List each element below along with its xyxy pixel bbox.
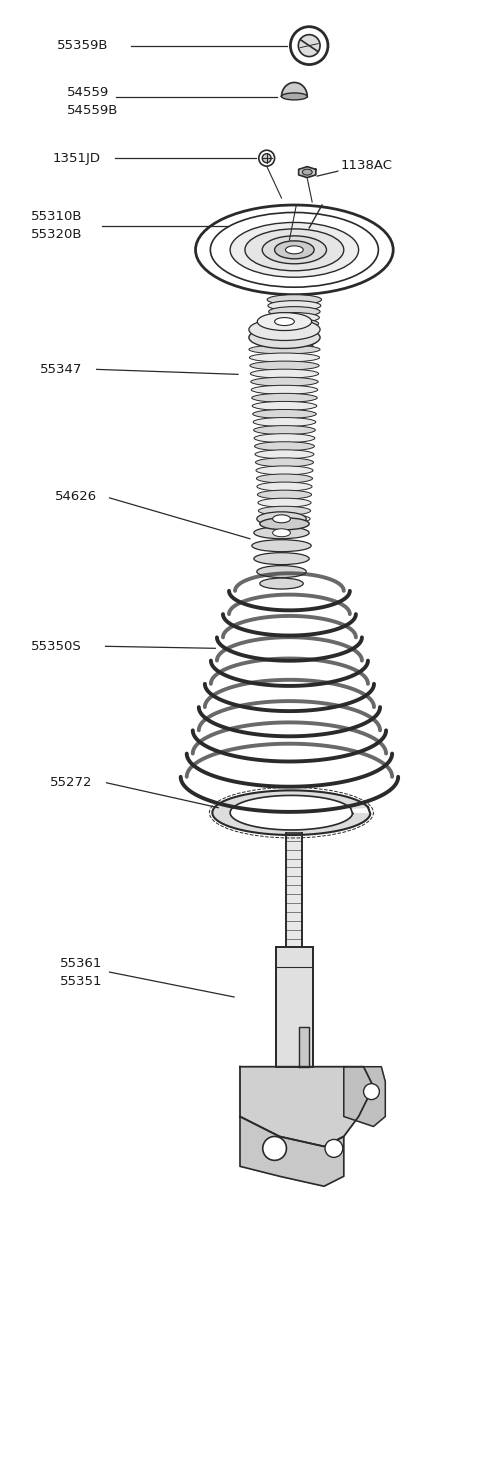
Text: 55350S: 55350S xyxy=(30,640,81,653)
Ellipse shape xyxy=(249,346,320,354)
Ellipse shape xyxy=(286,246,303,254)
Bar xyxy=(287,833,302,948)
Ellipse shape xyxy=(258,506,311,515)
Ellipse shape xyxy=(257,566,306,577)
Text: 55359B: 55359B xyxy=(57,39,108,52)
Ellipse shape xyxy=(250,353,320,362)
Ellipse shape xyxy=(272,331,317,341)
Ellipse shape xyxy=(245,229,344,271)
Text: 55272: 55272 xyxy=(50,776,93,789)
Ellipse shape xyxy=(256,474,312,483)
Ellipse shape xyxy=(260,518,309,529)
Ellipse shape xyxy=(262,236,326,264)
Ellipse shape xyxy=(269,306,320,316)
Polygon shape xyxy=(299,166,316,178)
Ellipse shape xyxy=(258,499,311,507)
Ellipse shape xyxy=(260,577,303,589)
Text: 55347: 55347 xyxy=(40,363,83,376)
Text: 55361: 55361 xyxy=(60,956,103,970)
Ellipse shape xyxy=(210,213,378,287)
Polygon shape xyxy=(240,1067,373,1146)
Ellipse shape xyxy=(255,451,314,459)
Circle shape xyxy=(325,1140,343,1158)
Ellipse shape xyxy=(195,206,393,295)
Ellipse shape xyxy=(252,410,316,418)
Ellipse shape xyxy=(259,515,310,523)
Ellipse shape xyxy=(259,150,275,166)
Text: 1138AC: 1138AC xyxy=(341,159,393,172)
Ellipse shape xyxy=(257,512,306,526)
Ellipse shape xyxy=(249,318,320,341)
Polygon shape xyxy=(300,1026,309,1067)
Text: 55351: 55351 xyxy=(60,974,103,987)
Text: 55320B: 55320B xyxy=(30,229,82,242)
Polygon shape xyxy=(240,1117,344,1187)
Circle shape xyxy=(263,1136,287,1161)
Polygon shape xyxy=(344,1067,385,1127)
Ellipse shape xyxy=(249,327,320,348)
Ellipse shape xyxy=(272,337,316,347)
Ellipse shape xyxy=(302,169,312,175)
Ellipse shape xyxy=(252,394,317,402)
Text: 55310B: 55310B xyxy=(30,210,82,223)
Ellipse shape xyxy=(255,458,313,467)
Ellipse shape xyxy=(281,93,307,101)
Ellipse shape xyxy=(273,529,290,537)
Ellipse shape xyxy=(254,442,314,451)
Ellipse shape xyxy=(275,241,314,260)
Ellipse shape xyxy=(254,553,309,564)
Ellipse shape xyxy=(254,433,315,443)
Ellipse shape xyxy=(254,526,309,538)
Ellipse shape xyxy=(252,401,317,410)
Ellipse shape xyxy=(250,362,319,370)
Circle shape xyxy=(363,1083,379,1099)
Ellipse shape xyxy=(252,539,311,551)
Ellipse shape xyxy=(250,369,319,378)
Ellipse shape xyxy=(257,312,312,331)
Text: 54559B: 54559B xyxy=(67,104,119,117)
Ellipse shape xyxy=(230,223,359,277)
Bar xyxy=(276,948,313,1067)
Ellipse shape xyxy=(275,318,294,325)
Polygon shape xyxy=(212,790,371,835)
Text: 1351JD: 1351JD xyxy=(52,152,100,165)
Text: 54559: 54559 xyxy=(67,86,109,99)
Ellipse shape xyxy=(253,417,316,427)
Ellipse shape xyxy=(298,35,320,57)
Ellipse shape xyxy=(271,325,318,334)
Ellipse shape xyxy=(257,490,312,499)
Ellipse shape xyxy=(251,385,318,394)
Ellipse shape xyxy=(267,295,322,305)
Text: 54626: 54626 xyxy=(55,490,97,503)
Ellipse shape xyxy=(290,26,328,64)
Ellipse shape xyxy=(262,153,271,163)
Ellipse shape xyxy=(269,312,319,322)
Ellipse shape xyxy=(256,467,313,475)
Ellipse shape xyxy=(270,318,319,328)
Ellipse shape xyxy=(276,341,313,353)
Ellipse shape xyxy=(257,483,312,491)
Polygon shape xyxy=(281,83,307,96)
Ellipse shape xyxy=(251,378,318,386)
Ellipse shape xyxy=(273,515,290,523)
Ellipse shape xyxy=(268,300,321,311)
Ellipse shape xyxy=(253,426,315,434)
